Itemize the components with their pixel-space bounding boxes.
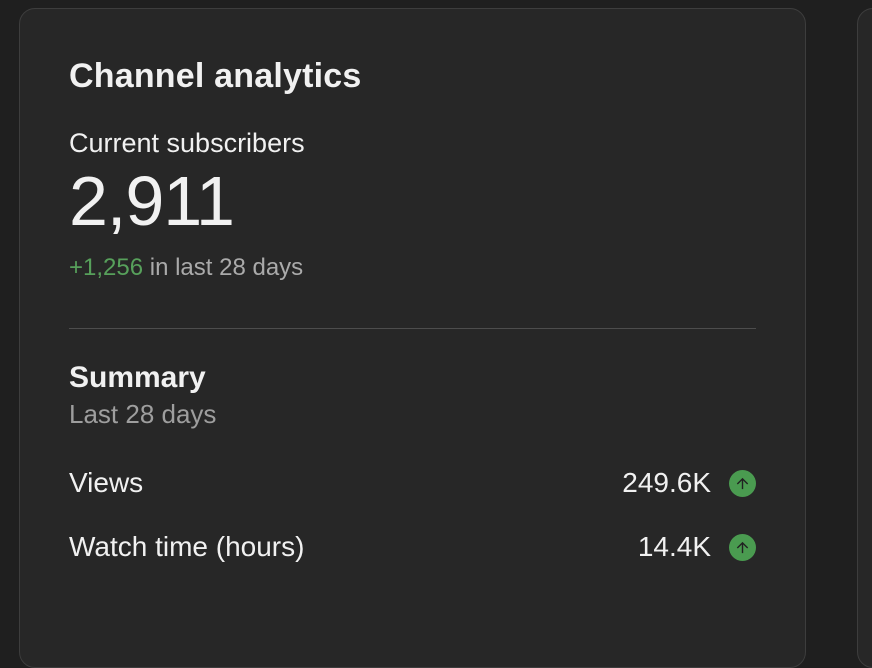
watch-time-value: 14.4K: [637, 531, 711, 562]
watch-time-label: Watch time (hours): [69, 531, 305, 562]
current-subscribers-label: Current subscribers: [69, 128, 305, 158]
summary-rows: Views 249.6K Watch time (hours) 14.4K: [69, 463, 756, 567]
adjacent-card: [857, 8, 872, 668]
views-label: Views: [69, 467, 144, 498]
subscriber-delta-value: +1,256: [69, 254, 144, 281]
summary-period: Last 28 days: [69, 399, 217, 429]
watch-time-value-group: 14.4K: [638, 529, 756, 565]
card-title: Channel analytics: [69, 57, 362, 95]
channel-analytics-card: Channel analytics Current subscribers 2,…: [19, 8, 806, 668]
summary-row-watch-time[interactable]: Watch time (hours) 14.4K: [69, 527, 756, 567]
trend-up-icon: [729, 469, 756, 497]
views-value-group: 249.6K: [622, 465, 756, 501]
subscriber-count: 2,911: [69, 162, 235, 240]
trend-up-icon: [729, 533, 756, 561]
section-divider: [69, 328, 756, 329]
summary-row-views[interactable]: Views 249.6K: [69, 463, 756, 503]
views-value: 249.6K: [622, 467, 711, 498]
summary-heading: Summary: [69, 361, 206, 394]
subscriber-delta: +1,256 in last 28 days: [69, 253, 756, 283]
subscriber-delta-period: in last 28 days: [143, 254, 304, 281]
